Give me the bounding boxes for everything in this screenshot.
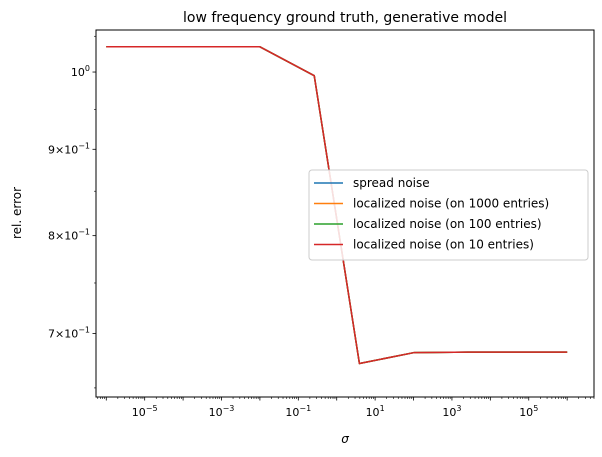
y-tick-label: 100 [71, 64, 90, 79]
plot-frame [95, 29, 595, 398]
x-tick-label: 105 [519, 404, 538, 419]
legend-label: spread noise [353, 176, 430, 190]
x-tick-label: 10−3 [209, 404, 235, 419]
x-tick-label: 10−5 [132, 404, 158, 419]
x-axis-label: σ [341, 432, 349, 446]
y-tick-label: 8×10−1 [48, 228, 90, 243]
y-axis: 7×10−1 8×10−1 9×10−1 100 [48, 35, 96, 389]
x-axis: 10−5 10−3 10−1 101 103 105 [97, 397, 595, 419]
legend-box [308, 169, 589, 261]
chart-title: low frequency ground truth, generative m… [183, 10, 507, 26]
y-axis-label: rel. error [10, 187, 24, 239]
x-tick-label: 10−1 [285, 404, 311, 419]
legend-label: localized noise (on 1000 entries) [353, 197, 549, 211]
x-tick-label: 103 [442, 404, 461, 419]
y-tick-label: 9×10−1 [48, 141, 90, 156]
x-tick-label: 101 [366, 404, 385, 419]
y-tick-label: 7×10−1 [48, 326, 90, 341]
legend-label: localized noise (on 10 entries) [353, 238, 534, 252]
legend-label: localized noise (on 100 entries) [353, 217, 542, 231]
legend: spread noise localized noise (on 1000 ent… [308, 169, 589, 261]
